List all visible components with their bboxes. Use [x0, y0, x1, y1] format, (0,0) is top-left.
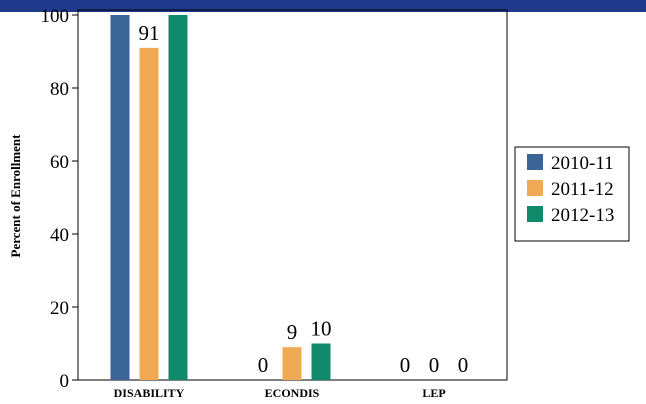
y-tick-label: 40	[50, 225, 69, 246]
y-tick-label: 60	[50, 152, 69, 173]
legend-label: 2011-12	[551, 179, 614, 200]
data-label: 0	[400, 353, 411, 377]
category-label: ECONDIS	[265, 386, 320, 400]
legend-swatch	[527, 154, 543, 170]
bar-2010-11-DISABILITY	[110, 15, 130, 380]
bars	[110, 15, 331, 380]
data-label: 10	[311, 317, 332, 341]
bar-2011-12-ECONDIS	[282, 347, 302, 380]
legend-swatch	[527, 180, 543, 196]
legend-swatch	[527, 206, 543, 222]
y-axis-ticks: 0 20 40 60 80 100	[41, 6, 78, 392]
y-tick-label: 20	[50, 298, 69, 319]
y-tick-label: 0	[60, 371, 70, 392]
y-tick-label: 100	[41, 6, 70, 27]
legend: 2010-11 2011-12 2012-13	[514, 146, 630, 242]
y-tick-label: 80	[50, 79, 69, 100]
header-band	[0, 0, 646, 12]
category-labels: DISABILITY ECONDIS LEP	[114, 386, 446, 400]
category-label: LEP	[422, 386, 445, 400]
legend-label: 2010-11	[551, 153, 614, 174]
y-axis-title: Percent of Enrollment	[8, 134, 23, 258]
bar-2012-13-ECONDIS	[311, 343, 331, 380]
category-label: DISABILITY	[114, 386, 185, 400]
data-label: 0	[258, 353, 269, 377]
bar-2012-13-DISABILITY	[168, 15, 188, 380]
bar-2011-12-DISABILITY	[139, 47, 159, 380]
data-label: 0	[429, 353, 440, 377]
data-label: 91	[139, 21, 160, 45]
data-label: 9	[287, 320, 298, 344]
data-label: 0	[458, 353, 469, 377]
legend-label: 2012-13	[551, 205, 614, 226]
